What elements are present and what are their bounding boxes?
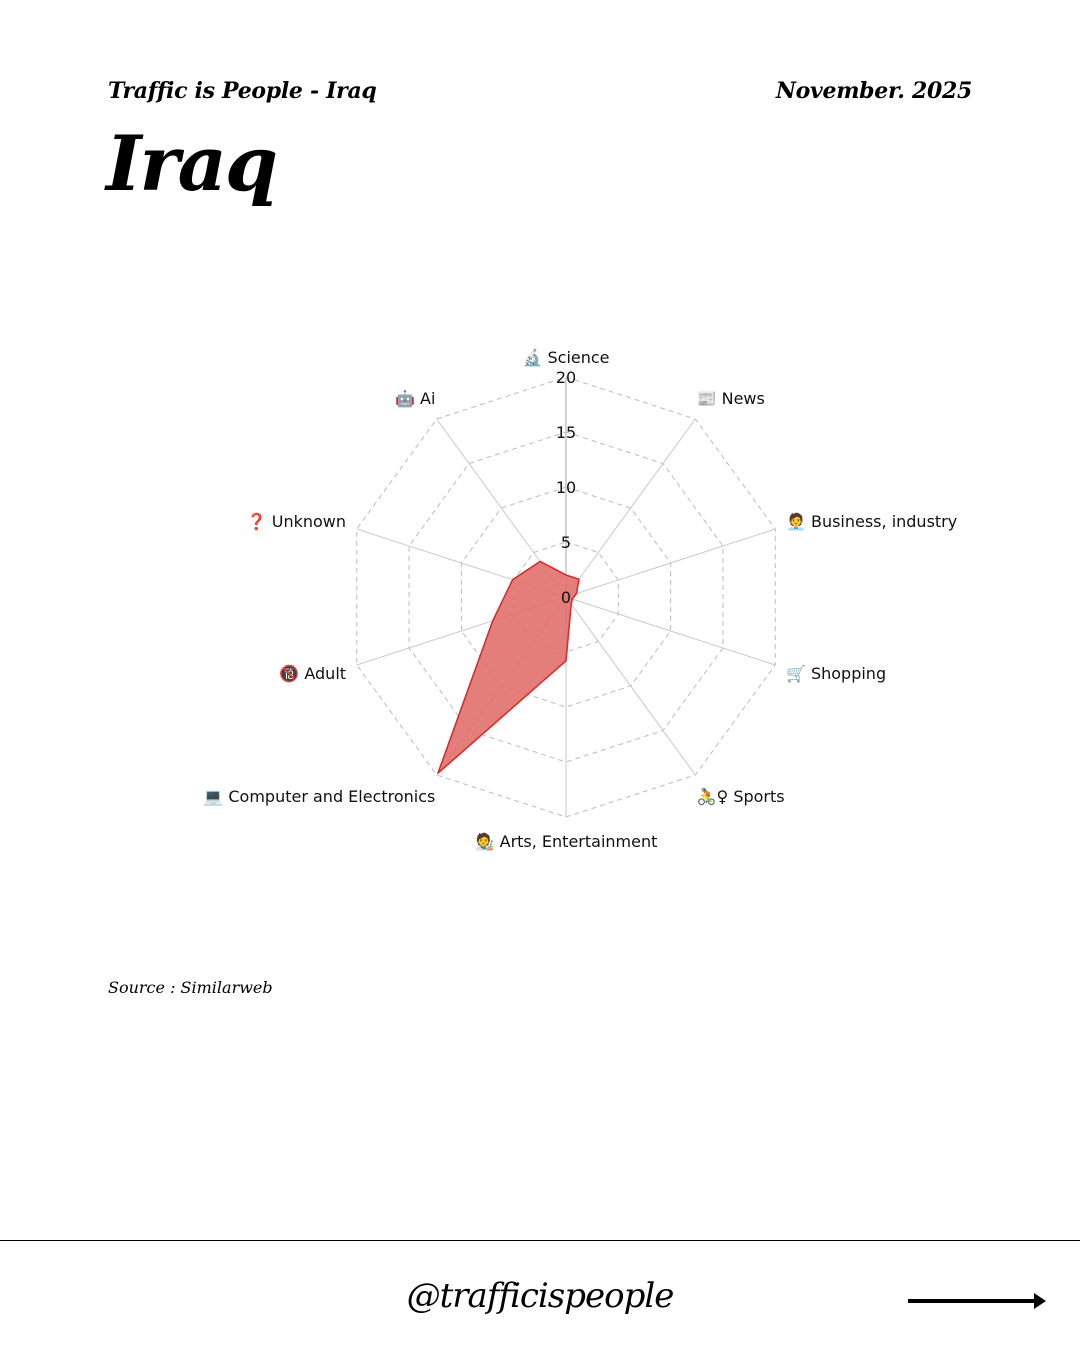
category-label: 🧑‍🎨 Arts, Entertainment bbox=[475, 832, 658, 851]
category-label: 🧑‍💼 Business, industry bbox=[786, 512, 957, 531]
source-note: Source : Similarweb bbox=[108, 978, 273, 997]
category-label: 🔬 Science bbox=[522, 348, 609, 367]
footer-divider bbox=[0, 1240, 1080, 1241]
data-polygon-iraq bbox=[437, 560, 580, 775]
radar-chart: 0 5 10 15 20 🔬 Science 📰 News 🧑‍💼 Business, in… bbox=[203, 348, 957, 851]
category-label: 💻 Computer and Electronics bbox=[203, 787, 435, 806]
category-labels: 🔬 Science 📰 News 🧑‍💼 Business, industry 🛒 S… bbox=[203, 348, 957, 851]
tick-label: 5 bbox=[561, 533, 571, 552]
grid-spoke bbox=[565, 596, 696, 776]
radial-tick-labels: 0 5 10 15 20 bbox=[556, 368, 576, 607]
grid-ring bbox=[408, 431, 724, 763]
social-handle: @trafficispeople bbox=[406, 1276, 675, 1316]
grid-ring bbox=[513, 541, 619, 653]
tick-label: 0 bbox=[561, 588, 571, 607]
category-label: 🛒 Shopping bbox=[786, 664, 886, 683]
page-title: Iraq bbox=[106, 119, 278, 208]
tick-label: 20 bbox=[556, 368, 576, 387]
category-label: 🚴♀ Sports bbox=[697, 787, 785, 806]
category-label: 🔞 Adult bbox=[279, 664, 346, 683]
grid-spoke bbox=[565, 528, 776, 598]
right-arrow-icon[interactable] bbox=[906, 1290, 1048, 1312]
category-label: 🤖 Ai bbox=[395, 389, 435, 408]
category-label: ❓ Unknown bbox=[247, 512, 346, 531]
grid-spoke bbox=[565, 596, 776, 666]
report-date: November. 2025 bbox=[775, 78, 972, 104]
series-title: Traffic is People - Iraq bbox=[108, 78, 377, 104]
category-label: 📰 News bbox=[697, 389, 765, 408]
tick-label: 15 bbox=[556, 423, 576, 442]
grid-spoke bbox=[565, 418, 696, 598]
tick-label: 10 bbox=[556, 478, 576, 497]
